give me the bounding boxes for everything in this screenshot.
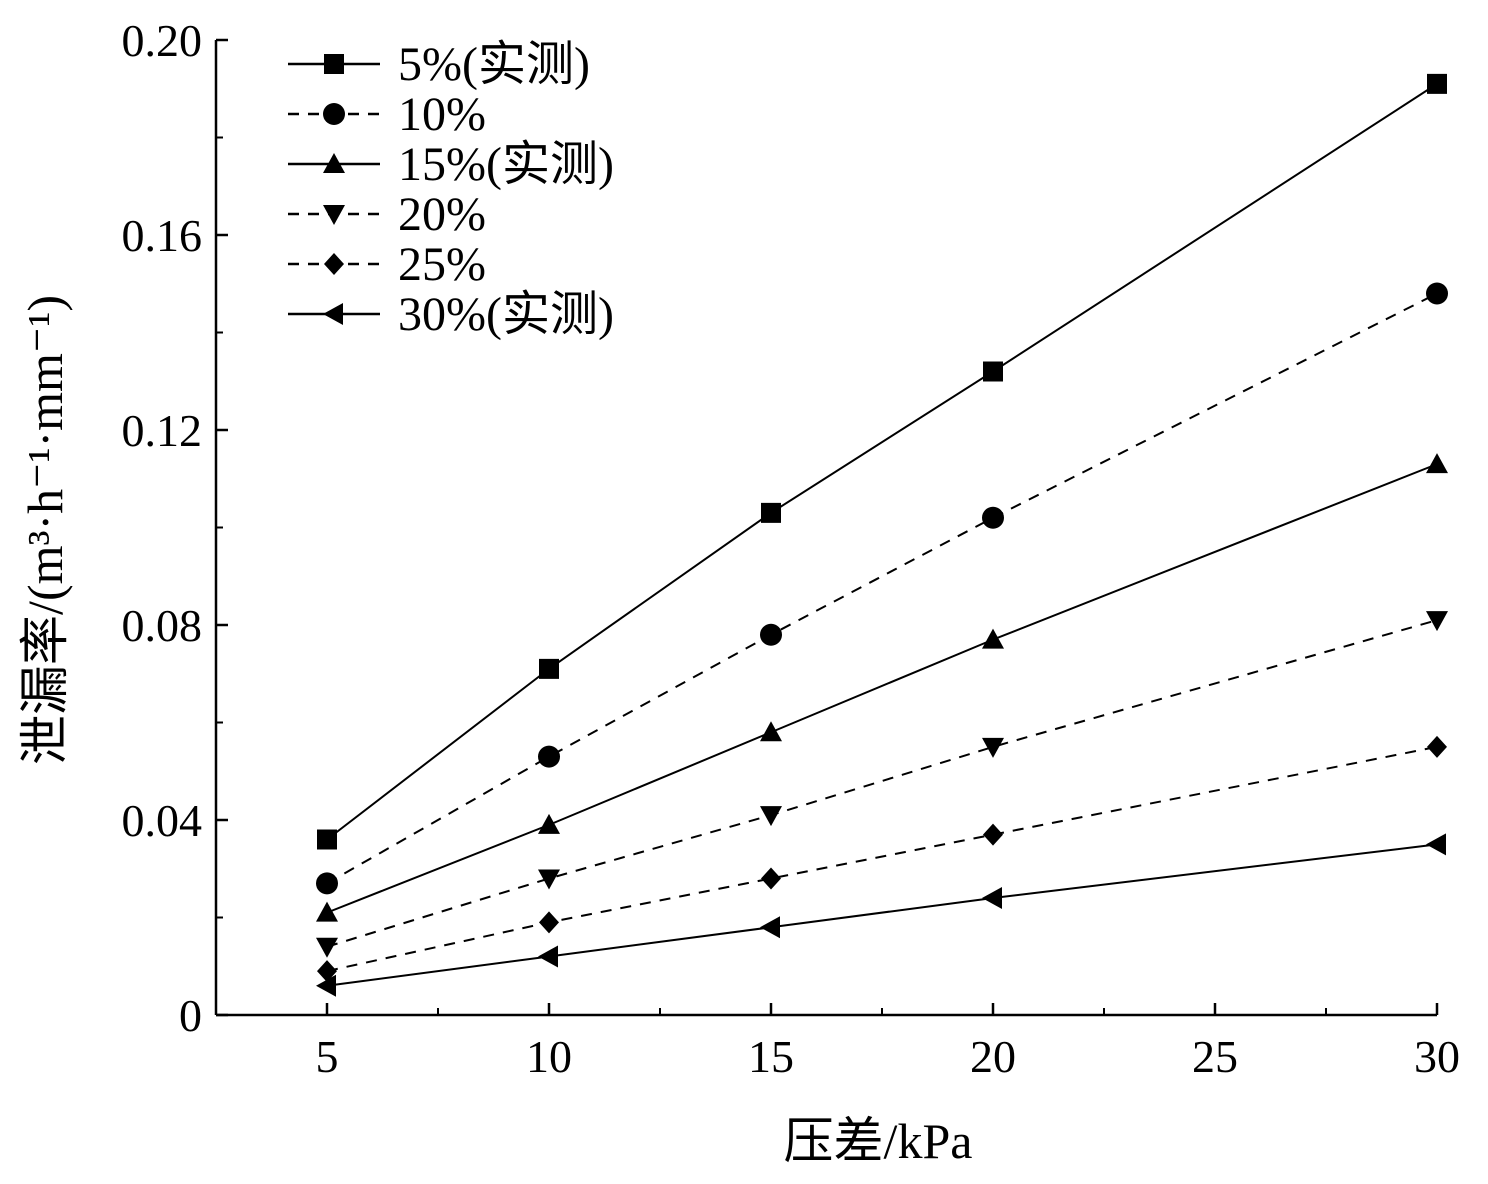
series-5 bbox=[316, 833, 1446, 997]
data-point bbox=[538, 869, 560, 890]
data-point bbox=[538, 813, 560, 834]
data-point bbox=[983, 361, 1003, 382]
legend-marker bbox=[323, 153, 345, 173]
data-point bbox=[760, 916, 780, 939]
data-point bbox=[1426, 833, 1446, 856]
data-point bbox=[761, 867, 781, 890]
legend-label: 5%(实测) bbox=[398, 38, 590, 91]
y-tick-label: 0.08 bbox=[122, 600, 203, 651]
legend-label: 15%(实测) bbox=[398, 138, 614, 191]
series-line bbox=[326, 463, 1438, 914]
x-tick-label: 5 bbox=[316, 1031, 339, 1082]
series-line bbox=[326, 619, 1438, 948]
data-point bbox=[760, 806, 782, 827]
series-4 bbox=[317, 735, 1447, 983]
legend-item: 30%(实测) bbox=[288, 288, 614, 341]
axes: 0 0.04 0.08 0.12 0.16 0.20 5 10 15 20 25 30 bbox=[122, 15, 1461, 1082]
legend-marker bbox=[323, 303, 343, 325]
y-tick-label: 0 bbox=[179, 990, 202, 1041]
data-point bbox=[1426, 611, 1448, 632]
data-point bbox=[982, 506, 1004, 529]
legend-marker bbox=[324, 54, 344, 74]
data-point bbox=[761, 502, 781, 523]
legend-marker bbox=[323, 103, 345, 125]
series-line bbox=[326, 292, 1438, 885]
series-2 bbox=[316, 453, 1448, 922]
series-1 bbox=[316, 282, 1448, 895]
series-line bbox=[326, 843, 1438, 987]
data-point bbox=[538, 945, 558, 968]
legend-item: 5%(实测) bbox=[288, 38, 590, 91]
data-point bbox=[317, 960, 337, 983]
data-point bbox=[316, 901, 338, 922]
legend-item: 25% bbox=[288, 238, 486, 291]
data-point bbox=[982, 887, 1002, 909]
data-point bbox=[760, 623, 782, 646]
legend-item: 15%(实测) bbox=[288, 138, 614, 191]
data-point bbox=[982, 628, 1004, 649]
legend-label: 20% bbox=[398, 188, 486, 241]
data-point bbox=[316, 872, 338, 895]
data-point bbox=[982, 737, 1004, 758]
legend-label: 25% bbox=[398, 238, 486, 291]
legend-label: 30%(实测) bbox=[398, 288, 614, 341]
data-point bbox=[760, 721, 782, 742]
data-point bbox=[317, 829, 337, 850]
x-tick-label: 15 bbox=[748, 1031, 794, 1082]
data-point bbox=[316, 937, 338, 958]
legend-marker bbox=[324, 253, 344, 275]
y-tick-label: 0.20 bbox=[122, 15, 203, 66]
legend: 5%(实测)10%15%(实测)20%25%30%(实测) bbox=[288, 38, 614, 341]
y-axis-title: 泄漏率/(m³·h⁻¹·mm⁻¹) bbox=[17, 295, 73, 765]
y-tick-label: 0.16 bbox=[122, 210, 203, 261]
data-point bbox=[983, 823, 1003, 846]
data-point bbox=[539, 658, 559, 679]
data-point bbox=[1427, 735, 1447, 758]
data-point bbox=[316, 974, 336, 997]
x-tick-label: 30 bbox=[1414, 1031, 1460, 1082]
data-point bbox=[539, 911, 559, 934]
legend-item: 10% bbox=[288, 88, 486, 141]
x-axis-title: 压差/kPa bbox=[784, 1113, 973, 1169]
x-tick-label: 20 bbox=[970, 1031, 1016, 1082]
series-0 bbox=[317, 73, 1447, 850]
data-point bbox=[1426, 282, 1448, 305]
legend-marker bbox=[323, 205, 345, 225]
series-layer bbox=[316, 73, 1448, 997]
y-tick-label: 0.12 bbox=[122, 405, 203, 456]
data-point bbox=[1427, 73, 1447, 94]
series-line bbox=[326, 745, 1438, 973]
data-point bbox=[538, 745, 560, 768]
legend-label: 10% bbox=[398, 88, 486, 141]
x-tick-label: 25 bbox=[1192, 1031, 1238, 1082]
series-line bbox=[326, 83, 1438, 841]
data-point bbox=[1426, 453, 1448, 474]
legend-item: 20% bbox=[288, 188, 486, 241]
series-3 bbox=[316, 611, 1448, 958]
y-tick-label: 0.04 bbox=[122, 795, 203, 846]
x-tick-label: 10 bbox=[526, 1031, 572, 1082]
